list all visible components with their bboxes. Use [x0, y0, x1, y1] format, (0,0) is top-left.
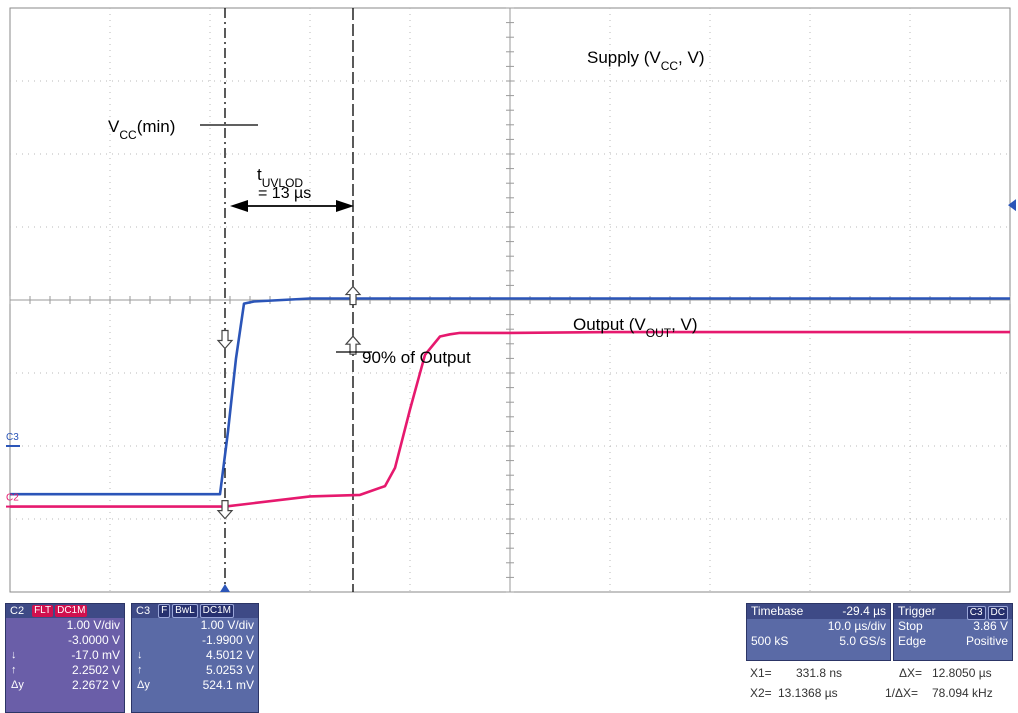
coupling-tag: DC1M [199, 604, 234, 618]
channel-panel-header: C2 FLT DC1M [6, 604, 124, 618]
supply-label: Supply (VCC, V) [587, 48, 705, 73]
channel-row: ↑ 5.0253 V [137, 663, 254, 677]
trigger-position-marker [220, 584, 230, 592]
trigger-source-tag: C3 [966, 606, 986, 620]
trigger-row: Stop 3.86 V [894, 619, 1012, 634]
channel-row: ↑ 2.2502 V [11, 663, 120, 677]
channel-row: -1.9900 V [132, 633, 258, 648]
trace-output [10, 330, 1010, 508]
delta-y-value: 2.2672 V [71, 678, 120, 692]
cursor-down-value: -17.0 mV [71, 648, 120, 662]
channel-row: Δy 524.1 mV [137, 678, 254, 692]
trigger-coupling-tag: DC [987, 606, 1008, 620]
trigger-level-marker [1008, 199, 1016, 212]
cursor-measurements: X1= 331.8 ns ΔX= 12.8050 µs X2= 13.1368 … [746, 664, 1013, 710]
inv-dx-value: 78.094 kHz [932, 686, 993, 700]
trigger-panel[interactable]: Trigger C3 DC Stop 3.86 V Edge Positive [893, 603, 1013, 661]
channel-marker-c2: C2 [6, 493, 19, 504]
supply-cursor-arrow-down [216, 329, 234, 350]
dx-value: 12.8050 µs [932, 666, 992, 680]
annotations: Supply (VCC, V) Output (VOUT, V) VCC(min… [108, 48, 705, 367]
trigger-header: Trigger C3 DC [894, 604, 1012, 620]
traces [10, 297, 1010, 508]
volts-per-div: 1.00 V/div [200, 618, 254, 632]
filter-tag: F [158, 604, 171, 618]
timebase-rate: 5.0 GS/s [839, 634, 886, 648]
channel-name: C2 [10, 605, 25, 617]
markers: C3 C2 [6, 199, 1016, 592]
trigger-type: Edge [898, 634, 927, 648]
trigger-mode: Stop [898, 619, 923, 633]
filter-tag: FLT [32, 605, 54, 617]
cursor-up-value: 2.2502 V [71, 663, 120, 677]
channel-row: 1.00 V/div [132, 618, 258, 633]
t-uvlod-label: tUVLOD [257, 165, 303, 190]
t-uvlod-value: = 13 µs [258, 185, 311, 202]
trace-supply [10, 297, 1010, 496]
output-cursor-arrow-down [216, 499, 234, 520]
x2-label: X2= [750, 686, 772, 700]
t-uvlod-arrow-left [230, 200, 248, 212]
output-cursor-arrow-up [344, 335, 362, 355]
timebase-header: Timebase -29.4 µs [747, 604, 890, 619]
trigger-level: 3.86 V [973, 619, 1008, 633]
channel-row: Δy 2.2672 V [11, 678, 120, 692]
channel-row: 1.00 V/div [6, 618, 124, 633]
inv-dx-label: 1/ΔX= [885, 686, 919, 700]
x1-label: X1= [750, 666, 772, 680]
channel-panel-c2[interactable]: C2 FLT DC1M 1.00 V/div -3.0000 V ↓ -17.0 … [5, 603, 125, 713]
vcc-min-label: VCC(min) [108, 117, 175, 142]
channel-panel-c3[interactable]: C3 F BwL DC1M 1.00 V/div -1.9900 V ↓ 4.50… [131, 603, 259, 713]
channel-panel-header: C3 F BwL DC1M [132, 604, 258, 618]
timebase-label: Timebase [751, 604, 804, 618]
oscilloscope-plot: C3 C2 Supply (VCC, V) Output (VOUT, V) VC… [6, 7, 1016, 593]
volts-per-div: 1.00 V/div [66, 618, 120, 632]
channel-name: C3 [136, 605, 151, 617]
dx-label: ΔX= [899, 666, 923, 680]
timebase-row: 500 kS 5.0 GS/s [747, 634, 890, 649]
trigger-row: Edge Positive [894, 634, 1012, 649]
trigger-label: Trigger [898, 604, 936, 618]
cursor-up-value: 5.0253 V [205, 663, 254, 677]
coupling-tag: DC1M [55, 605, 88, 617]
t-uvlod-arrow-right [336, 200, 354, 212]
channel-row: ↓ 4.5012 V [137, 648, 254, 662]
output-90-label: 90% of Output [362, 348, 471, 367]
output-label: Output (VOUT, V) [573, 315, 698, 340]
cursor-down-value: 4.5012 V [205, 648, 254, 662]
timebase-delay: -29.4 µs [842, 604, 886, 618]
offset: -1.9900 V [201, 633, 254, 647]
x1-value: 331.8 ns [796, 666, 843, 680]
timebase-per-div: 10.0 µs/div [827, 619, 886, 633]
channel-row: ↓ -17.0 mV [11, 648, 120, 662]
channel-marker-c3: C3 [6, 432, 19, 443]
timebase-samples: 500 kS [751, 634, 789, 648]
x2-value: 13.1368 µs [778, 686, 838, 700]
trigger-slope: Positive [965, 634, 1008, 648]
channel-row: -3.0000 V [6, 633, 124, 648]
supply-cursor-arrow-up [344, 285, 362, 306]
bandwidth-tag: BwL [172, 604, 198, 618]
delta-y-value: 524.1 mV [202, 678, 254, 692]
trigger-tags: C3 DC [965, 604, 1008, 620]
offset: -3.0000 V [67, 633, 120, 647]
timebase-row: 10.0 µs/div [747, 619, 890, 634]
timebase-panel[interactable]: Timebase -29.4 µs 10.0 µs/div 500 kS 5.0… [746, 603, 891, 661]
